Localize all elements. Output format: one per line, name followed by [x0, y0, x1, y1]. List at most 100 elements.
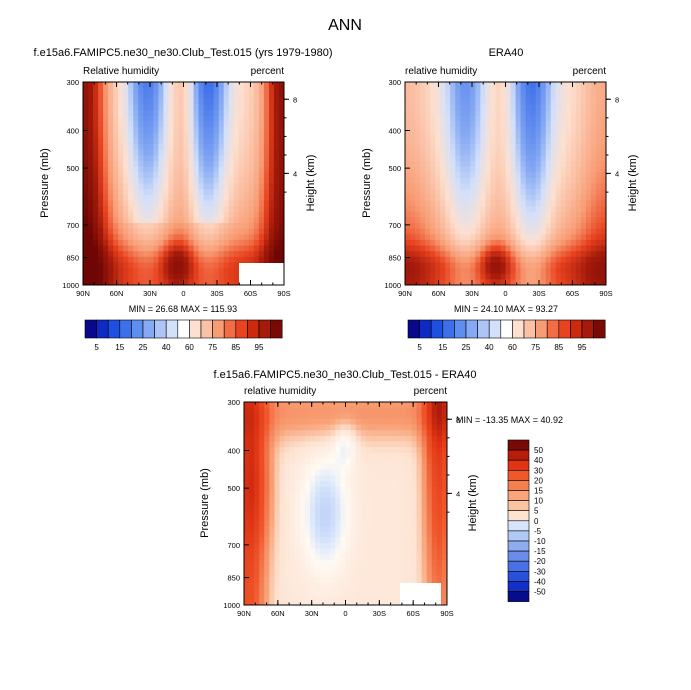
- heatmap-cell: [530, 149, 537, 156]
- heatmap-cell: [168, 177, 174, 184]
- heatmap-cell: [425, 166, 431, 173]
- heatmap-cell: [555, 87, 562, 94]
- heatmap-cell: [545, 104, 552, 111]
- heatmap-cell: [475, 189, 481, 196]
- heatmap-cell: [570, 279, 577, 286]
- heatmap-cell: [455, 234, 461, 241]
- heatmap-cell: [555, 93, 562, 100]
- heatmap-cell: [123, 127, 129, 134]
- heatmap-cell: [253, 93, 260, 100]
- heatmap-cell: [118, 189, 124, 196]
- heatmap-cell: [425, 177, 431, 184]
- heatmap-cell: [335, 418, 341, 425]
- heatmap-cell: [365, 542, 372, 550]
- heatmap-cell: [258, 172, 265, 179]
- heatmap-cell: [98, 155, 104, 162]
- heatmap-cell: [470, 268, 476, 275]
- heatmap-cell: [381, 435, 387, 442]
- heatmap-cell: [108, 149, 114, 156]
- heatmap-cell: [370, 435, 377, 442]
- heatmap-cell: [335, 435, 341, 442]
- heatmap-cell: [88, 155, 94, 162]
- heatmap-cell: [530, 160, 537, 167]
- heatmap-cell: [133, 189, 139, 196]
- heatmap-cell: [138, 172, 144, 179]
- heatmap-cell: [93, 217, 99, 224]
- heatmap-cell: [148, 104, 154, 111]
- heatmap-cell: [304, 464, 311, 471]
- heatmap-cell: [118, 217, 124, 224]
- heatmap-cell: [401, 441, 407, 448]
- heatmap-cell: [520, 166, 527, 173]
- heatmap-cell: [309, 554, 316, 561]
- heatmap-cell: [259, 576, 265, 583]
- heatmap-cell: [279, 565, 285, 572]
- heatmap-cell: [580, 144, 587, 151]
- heatmap-cell: [284, 542, 291, 550]
- heatmap-cell: [340, 559, 346, 566]
- heatmap-cell: [580, 234, 587, 241]
- heatmap-cell: [263, 211, 270, 218]
- heatmap-cell: [505, 189, 511, 196]
- heatmap-cell: [600, 138, 607, 145]
- heatmap-cell: [269, 571, 275, 578]
- heatmap-cell: [440, 189, 446, 196]
- heatmap-cell: [485, 110, 491, 117]
- heatmap-cell: [264, 520, 270, 527]
- heatmap-cell: [565, 200, 572, 207]
- heatmap-cell: [525, 222, 532, 230]
- heatmap-cell: [223, 262, 230, 269]
- heatmap-cell: [93, 166, 99, 173]
- heatmap-cell: [93, 155, 99, 162]
- heatmap-cell: [570, 217, 577, 224]
- heatmap-cell: [83, 160, 89, 167]
- heatmap-cell: [259, 599, 265, 606]
- heatmap-cell: [213, 177, 220, 184]
- heatmap-cell: [143, 279, 149, 286]
- heatmap-cell: [163, 172, 169, 179]
- heatmap-cell: [441, 542, 448, 550]
- heatmap-cell: [540, 132, 547, 139]
- heatmap-cell: [365, 593, 372, 600]
- heatmap-cell: [309, 497, 316, 504]
- heatmap-cell: [183, 234, 189, 241]
- heatmap-cell: [515, 104, 521, 111]
- heatmap-cell: [600, 183, 607, 190]
- heatmap-cell: [510, 172, 516, 179]
- heatmap-cell: [426, 441, 433, 448]
- heatmap-cell: [365, 554, 372, 561]
- heatmap-cell: [436, 571, 443, 578]
- heatmap-cell: [320, 492, 326, 499]
- heatmap-cell: [218, 262, 225, 269]
- heatmap-cell: [335, 559, 341, 566]
- y-tick-label: 500: [227, 484, 240, 493]
- heatmap-cell: [284, 407, 291, 414]
- heatmap-cell: [430, 194, 436, 201]
- heatmap-cell: [259, 497, 265, 504]
- colorbar-label: 15: [115, 343, 124, 352]
- heatmap-cell: [530, 228, 537, 235]
- heatmap-cell: [244, 514, 250, 521]
- heatmap-cell: [268, 127, 275, 134]
- heatmap-cell: [83, 93, 89, 100]
- heatmap-cell: [335, 503, 341, 510]
- heatmap-cell: [289, 571, 296, 578]
- heatmap-cell: [233, 110, 240, 117]
- heatmap-cell: [88, 138, 94, 145]
- heatmap-cell: [320, 571, 326, 578]
- heatmap-cell: [103, 245, 109, 252]
- heatmap-cell: [278, 82, 285, 89]
- heatmap-cell: [410, 166, 416, 173]
- heatmap-cell: [284, 492, 291, 499]
- heatmap-cell: [425, 87, 431, 94]
- y2-tick-label: 8: [293, 95, 297, 104]
- heatmap-cell: [420, 183, 426, 190]
- heatmap-cell: [530, 98, 537, 105]
- colorbar-swatch: [488, 319, 502, 339]
- heatmap-cell: [426, 542, 433, 550]
- heatmap-cell: [585, 138, 592, 145]
- heatmap-cell: [490, 228, 496, 235]
- heatmap-cell: [208, 138, 215, 145]
- heatmap-cell: [490, 245, 496, 252]
